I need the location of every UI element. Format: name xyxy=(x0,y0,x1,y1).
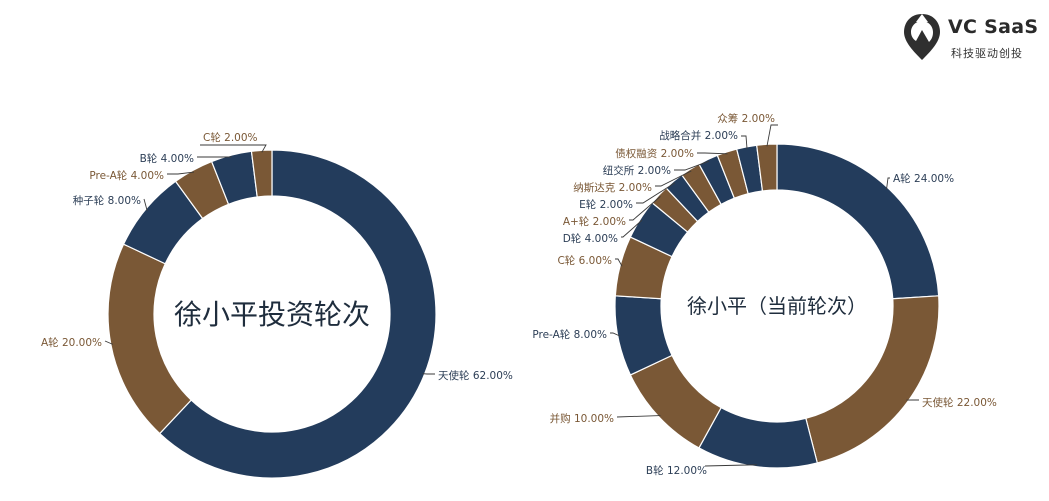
label-leader-line xyxy=(615,258,623,267)
slice-label: 并购 10.00% xyxy=(550,412,614,425)
label-leader-line xyxy=(674,160,710,171)
slice-label: D轮 4.00% xyxy=(563,232,618,245)
donut-slice[interactable] xyxy=(805,295,940,464)
slice-label: E轮 2.00% xyxy=(579,198,633,211)
donut-slice[interactable] xyxy=(158,149,437,479)
brand-logo: VC SaaS 科技驱动创投 xyxy=(902,10,1042,66)
donut-slice[interactable] xyxy=(250,149,273,198)
brand-name: VC SaaS xyxy=(948,16,1039,38)
slice-label: C轮 6.00% xyxy=(557,254,612,267)
label-leader-line xyxy=(636,182,676,204)
slice-label: A轮 20.00% xyxy=(41,336,102,349)
slice-label: 天使轮 22.00% xyxy=(922,396,997,409)
label-leader-line xyxy=(629,196,661,221)
slice-label: A轮 24.00% xyxy=(893,172,954,185)
slice-label: B轮 12.00% xyxy=(646,464,707,477)
slice-label: 债权融资 2.00% xyxy=(615,147,694,160)
chart-center-title: 徐小平（当前轮次） xyxy=(687,294,867,318)
label-leader-line xyxy=(104,340,114,345)
donut-slice[interactable] xyxy=(107,243,193,435)
label-leader-line xyxy=(697,152,728,155)
donut-chart-investment-rounds: 天使轮 62.00% A轮 20.00% 种子轮 8.00% Pre-A轮 4.00%… xyxy=(41,131,513,479)
label-leader-line xyxy=(200,144,267,153)
location-pin-logo-icon xyxy=(904,14,940,60)
slice-label: A+轮 2.00% xyxy=(563,215,626,228)
label-leader-line xyxy=(621,219,643,238)
label-leader-line xyxy=(143,198,148,211)
slice-label: 种子轮 8.00% xyxy=(73,194,141,207)
label-leader-line xyxy=(886,177,890,190)
donut-chart-current-rounds: A轮 24.00% 天使轮 22.00% B轮 12.00% 并购 10.00% Pre… xyxy=(532,112,997,477)
donut-slice[interactable] xyxy=(776,143,940,300)
label-leader-line xyxy=(655,170,692,187)
chart-center-title: 徐小平投资轮次 xyxy=(174,298,370,331)
label-leader-line xyxy=(616,415,661,418)
slice-label: B轮 4.00% xyxy=(140,152,194,165)
slice-label: 众筹 2.00% xyxy=(717,112,775,125)
label-leader-line xyxy=(167,171,195,175)
label-leader-line xyxy=(704,464,757,467)
slice-label: Pre-A轮 4.00% xyxy=(89,169,164,182)
slice-label: Pre-A轮 8.00% xyxy=(532,328,607,341)
label-leader-line xyxy=(610,332,621,337)
slice-label: C轮 2.00% xyxy=(203,131,258,144)
slice-label: 战略合并 2.00% xyxy=(659,129,738,142)
label-leader-line xyxy=(766,124,778,147)
donut-slice[interactable] xyxy=(756,143,778,192)
slice-label: 天使轮 62.00% xyxy=(438,369,513,382)
brand-tagline: 科技驱动创投 xyxy=(951,47,1023,60)
label-leader-line xyxy=(741,135,748,149)
slice-label: 纽交所 2.00% xyxy=(603,164,671,177)
slice-label: 纳斯达克 2.00% xyxy=(573,181,652,194)
